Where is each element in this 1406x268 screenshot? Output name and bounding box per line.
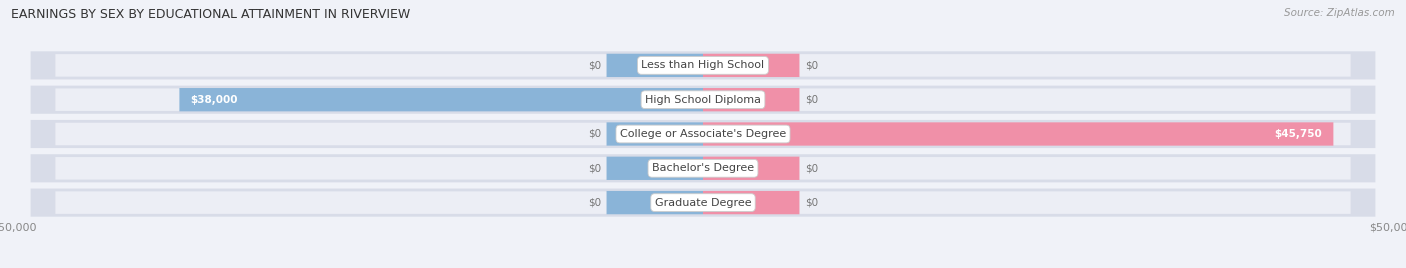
Text: Source: ZipAtlas.com: Source: ZipAtlas.com [1284, 8, 1395, 18]
Text: Bachelor's Degree: Bachelor's Degree [652, 163, 754, 173]
Text: $38,000: $38,000 [190, 95, 238, 105]
FancyBboxPatch shape [703, 54, 800, 77]
Text: $0: $0 [588, 198, 600, 208]
FancyBboxPatch shape [55, 157, 1351, 180]
FancyBboxPatch shape [31, 189, 1375, 217]
FancyBboxPatch shape [606, 54, 703, 77]
FancyBboxPatch shape [31, 51, 1375, 79]
Text: $0: $0 [806, 60, 818, 70]
Text: $0: $0 [588, 129, 600, 139]
FancyBboxPatch shape [31, 86, 1375, 114]
Text: High School Diploma: High School Diploma [645, 95, 761, 105]
Text: EARNINGS BY SEX BY EDUCATIONAL ATTAINMENT IN RIVERVIEW: EARNINGS BY SEX BY EDUCATIONAL ATTAINMEN… [11, 8, 411, 21]
Text: $45,750: $45,750 [1275, 129, 1323, 139]
FancyBboxPatch shape [606, 157, 703, 180]
Text: $0: $0 [588, 60, 600, 70]
FancyBboxPatch shape [31, 154, 1375, 182]
Text: Less than High School: Less than High School [641, 60, 765, 70]
FancyBboxPatch shape [55, 54, 1351, 77]
FancyBboxPatch shape [55, 88, 1351, 111]
FancyBboxPatch shape [180, 88, 703, 111]
Text: $0: $0 [806, 163, 818, 173]
Text: $0: $0 [806, 198, 818, 208]
FancyBboxPatch shape [703, 88, 800, 111]
FancyBboxPatch shape [55, 123, 1351, 145]
FancyBboxPatch shape [31, 120, 1375, 148]
FancyBboxPatch shape [606, 191, 703, 214]
FancyBboxPatch shape [703, 157, 800, 180]
Text: Graduate Degree: Graduate Degree [655, 198, 751, 208]
FancyBboxPatch shape [703, 122, 1333, 146]
FancyBboxPatch shape [606, 122, 703, 146]
Text: $0: $0 [588, 163, 600, 173]
Text: College or Associate's Degree: College or Associate's Degree [620, 129, 786, 139]
FancyBboxPatch shape [703, 191, 800, 214]
FancyBboxPatch shape [55, 191, 1351, 214]
Text: $0: $0 [806, 95, 818, 105]
